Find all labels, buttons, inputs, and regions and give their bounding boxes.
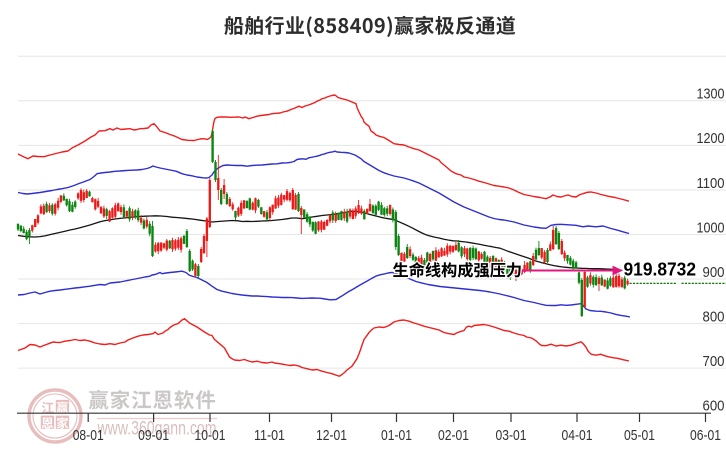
svg-text:919.8732: 919.8732	[624, 259, 697, 280]
svg-text:09-01: 09-01	[138, 427, 169, 444]
svg-text:06-01: 06-01	[690, 427, 721, 444]
svg-text:11-01: 11-01	[254, 427, 285, 444]
svg-text:700: 700	[703, 353, 725, 370]
svg-text:900: 900	[703, 264, 725, 281]
svg-text:1100: 1100	[697, 175, 725, 192]
svg-text:1200: 1200	[697, 130, 725, 147]
svg-text:600: 600	[703, 397, 725, 414]
svg-text:01-01: 01-01	[381, 427, 412, 444]
svg-text:800: 800	[703, 308, 725, 325]
svg-text:12-01: 12-01	[316, 427, 347, 444]
svg-text:04-01: 04-01	[562, 427, 593, 444]
svg-text:www.360gann.com: www.360gann.com	[97, 419, 217, 440]
svg-text:05-01: 05-01	[624, 427, 655, 444]
svg-text:08-01: 08-01	[73, 427, 104, 444]
svg-text:1300: 1300	[697, 86, 725, 103]
svg-text:03-01: 03-01	[496, 427, 527, 444]
svg-text:02-01: 02-01	[438, 427, 469, 444]
svg-text:10-01: 10-01	[195, 427, 226, 444]
svg-text:1000: 1000	[697, 219, 725, 236]
